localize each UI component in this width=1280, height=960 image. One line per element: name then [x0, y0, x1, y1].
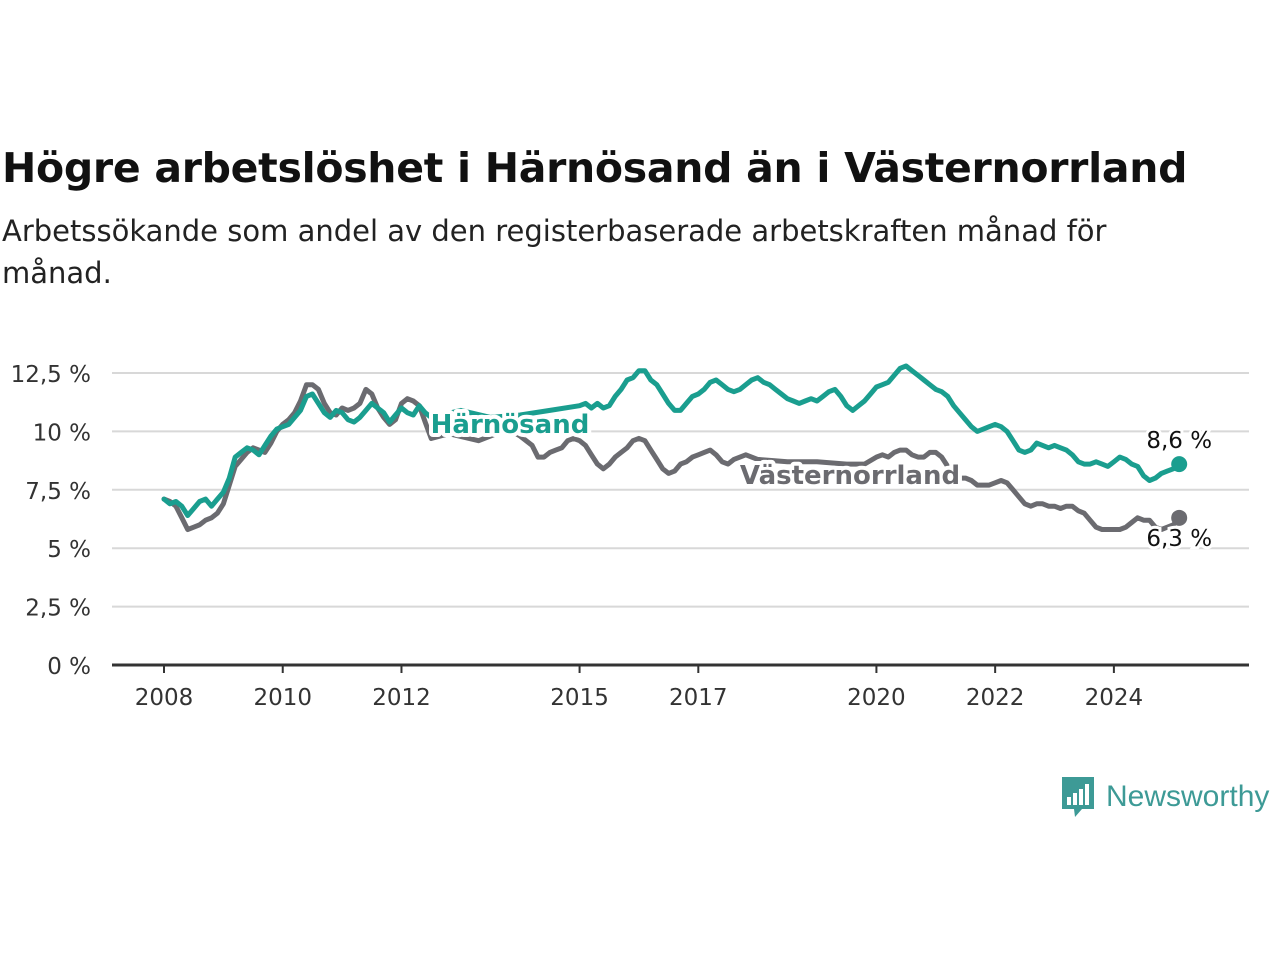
- series-line-härnösand: [161, 363, 1182, 518]
- series-name-label: Västernorrland: [740, 461, 960, 491]
- x-tick-label: 2017: [669, 685, 728, 711]
- x-tick-label: 2010: [253, 685, 312, 711]
- newsworthy-logo: Newsworthy: [1060, 775, 1269, 819]
- newsworthy-logo-text: Newsworthy: [1106, 780, 1270, 813]
- end-value-label: 6,3 %: [1146, 526, 1212, 552]
- y-tick-label: 7,5 %: [25, 479, 91, 505]
- x-tick-label: 2012: [372, 685, 431, 711]
- line-chart: 0 %2,5 %5 %7,5 %10 %12,5 % 2008 2010 2012 2…: [11, 362, 1249, 711]
- chart-subtitle: Arbetssökande som andel av den registerb…: [2, 214, 1107, 290]
- series-name-label: Härnösand: [431, 410, 590, 440]
- end-point-marker: [1171, 456, 1188, 473]
- end-value-label: 8,6 %: [1146, 428, 1212, 454]
- series-labels: Härnösand Västernorrland 8,6 % 6,3 %: [427, 406, 1215, 555]
- x-tick-label: 2020: [847, 685, 906, 711]
- x-tick-label: 2008: [135, 685, 194, 711]
- y-tick-label: 10 %: [33, 420, 91, 446]
- x-tick-label: 2024: [1085, 685, 1144, 711]
- y-tick-label: 0 %: [47, 654, 91, 680]
- y-tick-label: 5 %: [47, 537, 91, 563]
- y-tick-label: 12,5 %: [11, 362, 91, 388]
- series-line-västernorrland: [161, 382, 1182, 532]
- y-tick-label: 2,5 %: [25, 596, 91, 622]
- newsworthy-logo-icon: [1062, 777, 1094, 817]
- x-axis: 2008 2010 2012 2015 2017 2020 2022 2024: [112, 663, 1249, 711]
- chart-title: Högre arbetslöshet i Härnösand än i Väst…: [2, 144, 1188, 192]
- series-lines: [161, 363, 1188, 532]
- x-tick-label: 2015: [550, 685, 609, 711]
- end-point-marker: [1171, 509, 1188, 526]
- x-tick-label: 2022: [966, 685, 1025, 711]
- gridlines: 0 % 2,5 % 5 % 7,5 % 10 % 12,5 %: [11, 362, 1249, 680]
